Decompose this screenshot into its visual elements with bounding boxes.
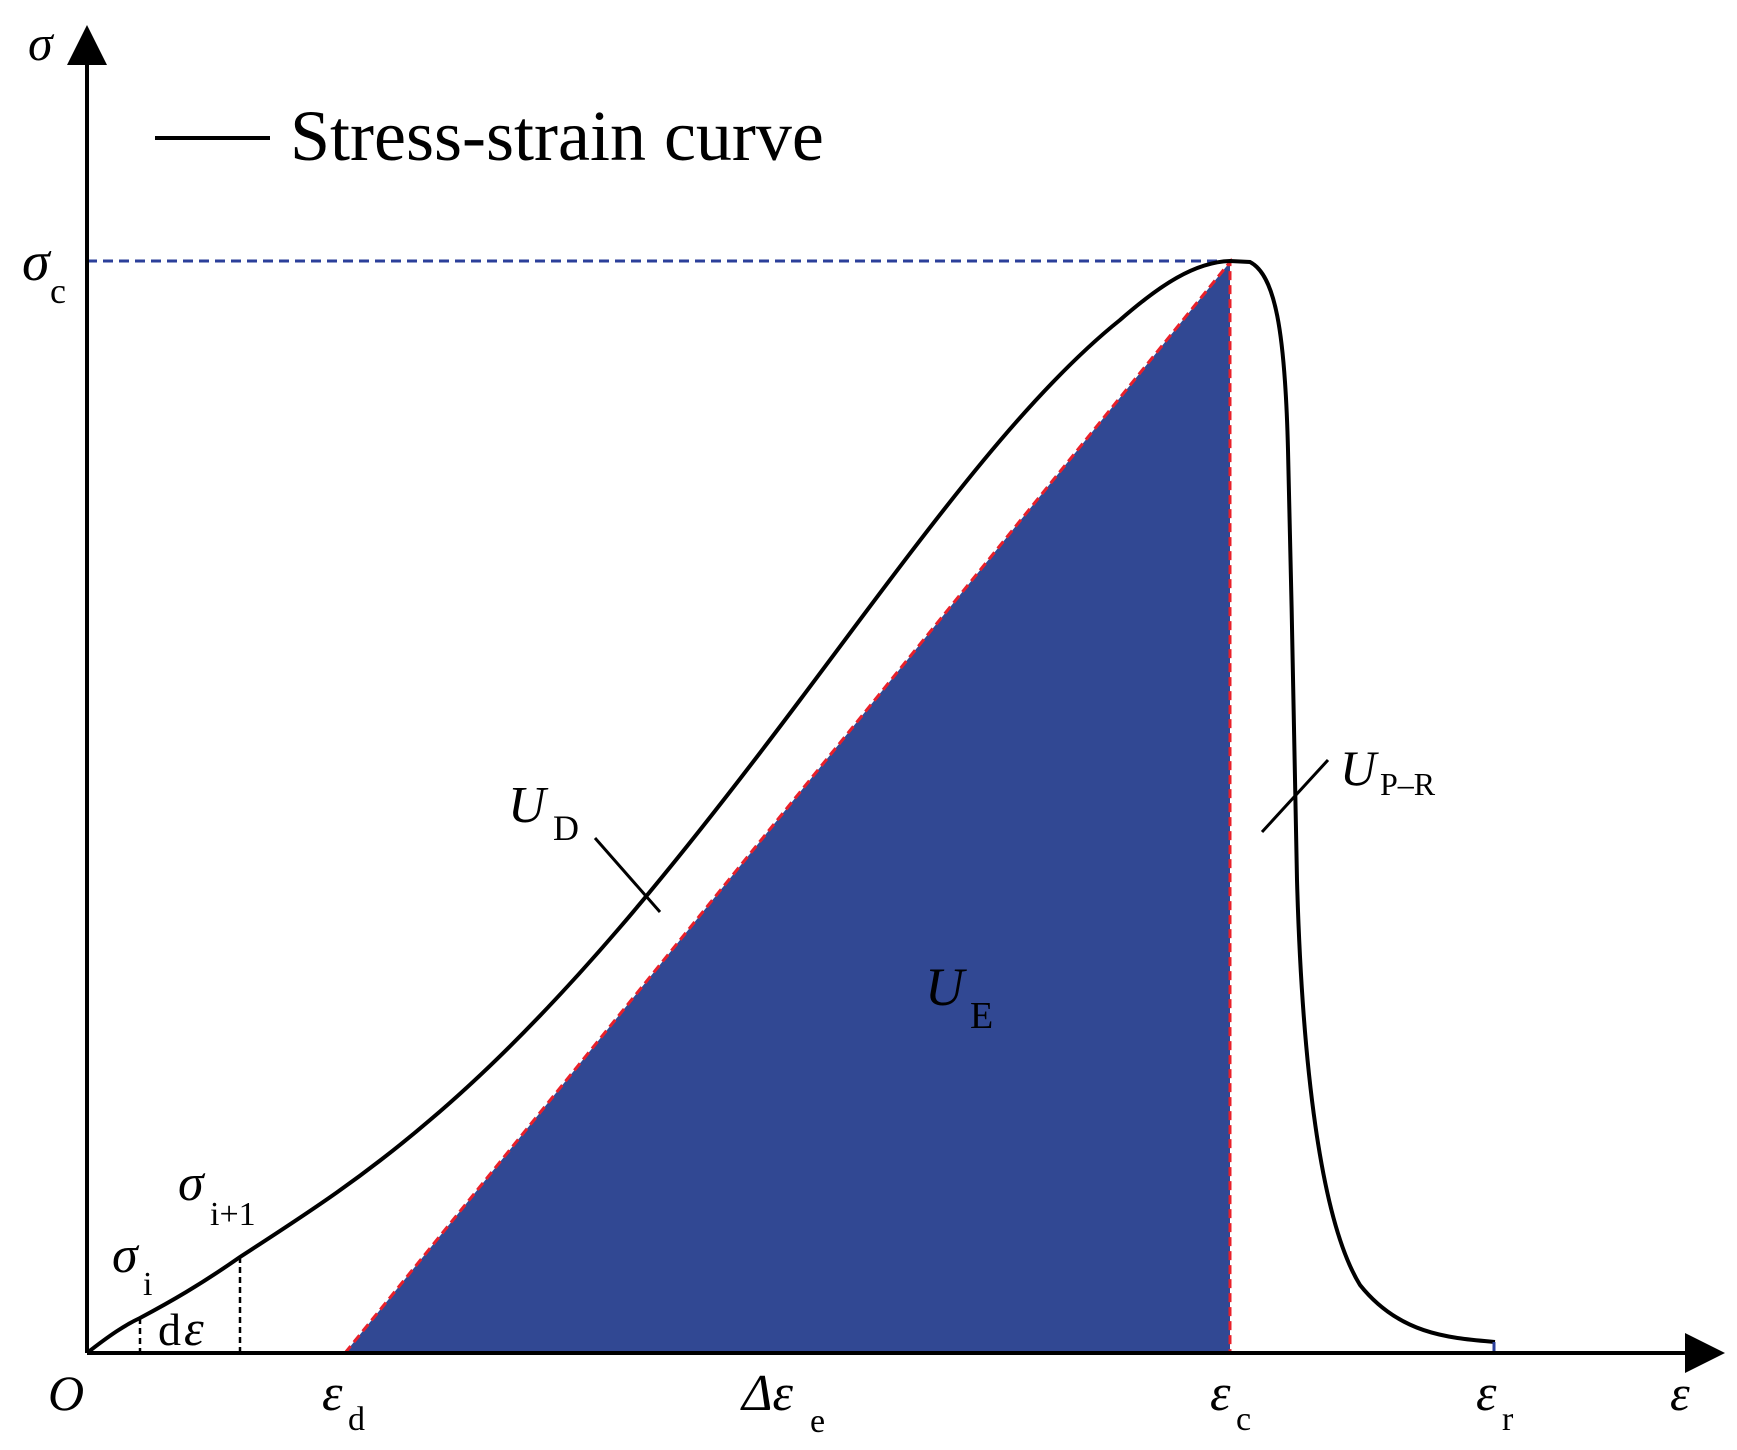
y-axis-symbol: σ bbox=[28, 15, 55, 71]
origin-label: O bbox=[48, 1365, 84, 1421]
eps-d-sub: d bbox=[348, 1401, 365, 1438]
sigma-i1-label: σ bbox=[178, 1155, 206, 1212]
sigma-i-label: σ bbox=[112, 1227, 140, 1284]
upr-label: U bbox=[1340, 740, 1379, 796]
eps-c-label: ε bbox=[1210, 1365, 1231, 1422]
ud-sub: D bbox=[553, 808, 579, 848]
eps-d-label: ε bbox=[322, 1365, 343, 1422]
sigma-i1-sub: i+1 bbox=[210, 1196, 256, 1233]
d-epsilon-d: d bbox=[158, 1304, 181, 1355]
eps-c-sub: c bbox=[1236, 1401, 1251, 1438]
x-axis-symbol: ε bbox=[1670, 1365, 1690, 1421]
stress-strain-curve bbox=[85, 258, 1496, 1355]
ud-leader bbox=[593, 837, 662, 913]
d-epsilon-eps: ε bbox=[184, 1300, 204, 1356]
triangle-outline bbox=[343, 257, 1232, 1355]
legend-label: Stress-strain curve bbox=[290, 96, 824, 176]
sigma-c-label: σ bbox=[22, 231, 52, 293]
ud-label: U bbox=[508, 777, 549, 834]
eps-r-sub: r bbox=[1502, 1401, 1514, 1438]
eps-r-label: ε bbox=[1476, 1365, 1497, 1422]
sigma-c-sub: c bbox=[50, 271, 66, 311]
ue-sub: E bbox=[970, 995, 993, 1037]
ue-label: U bbox=[925, 957, 967, 1017]
delta-eps-e-label: Δε bbox=[740, 1365, 794, 1422]
upr-sub: P–R bbox=[1380, 766, 1436, 802]
upr-leader bbox=[1260, 758, 1330, 834]
sigma-i-sub: i bbox=[143, 1266, 152, 1303]
delta-eps-e-sub: e bbox=[810, 1403, 825, 1440]
